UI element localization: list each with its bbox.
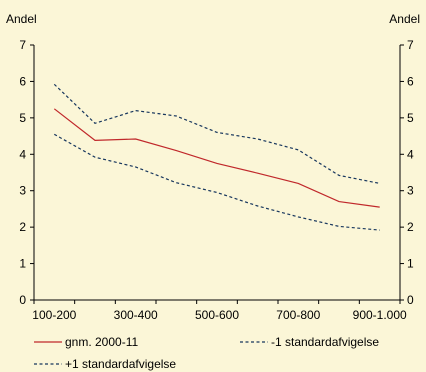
y-right-tick-label: 6: [407, 74, 414, 88]
y-left-tick-label: 0: [19, 293, 26, 307]
y-left-tick-label: 3: [19, 184, 26, 198]
series-layer: [53, 83, 380, 231]
y-left-tick-label: 4: [19, 147, 26, 161]
y-left-tick-label: 6: [19, 74, 26, 88]
y-right-tick-label: 7: [407, 38, 414, 52]
y-left-axis-label: Andel: [6, 12, 37, 26]
y-right-tick-label: 1: [407, 257, 414, 271]
legend-label-3: +1 standardafvigelse: [65, 357, 176, 371]
series-line-3: [53, 83, 380, 184]
legend: gnm. 2000-11 -1 standardafvigelse +1 stand…: [34, 335, 379, 371]
y-right-tick-label: 5: [407, 111, 414, 125]
series-line-1: [53, 108, 380, 208]
y-left-tick-label: 2: [19, 220, 26, 234]
x-tick-label: 100-200: [32, 308, 76, 322]
y-right-tick-label: 3: [407, 184, 414, 198]
series-line-2: [54, 133, 380, 231]
legend-label-2: -1 standardafvigelse: [271, 335, 379, 349]
y-right-tick-label: 2: [407, 220, 414, 234]
x-tick-label: 300-400: [114, 308, 158, 322]
y-right-tick-label: 4: [407, 147, 414, 161]
x-tick-label: 500-600: [195, 308, 239, 322]
y-left-tick-label: 7: [19, 38, 26, 52]
y-left-tick-label: 5: [19, 111, 26, 125]
axes: 0 0 1 1 2 2 3 3 4 4 5 5 6 6 7 7 100-200 300-400 500-600 700…: [19, 38, 414, 322]
x-tick-label: 700-800: [276, 308, 320, 322]
x-tick-label: 900-1.000: [353, 308, 407, 322]
y-right-axis-label: Andel: [389, 12, 420, 26]
legend-label-1: gnm. 2000-11: [65, 335, 138, 349]
y-left-tick-label: 1: [19, 257, 26, 271]
y-right-tick-label: 0: [407, 293, 414, 307]
